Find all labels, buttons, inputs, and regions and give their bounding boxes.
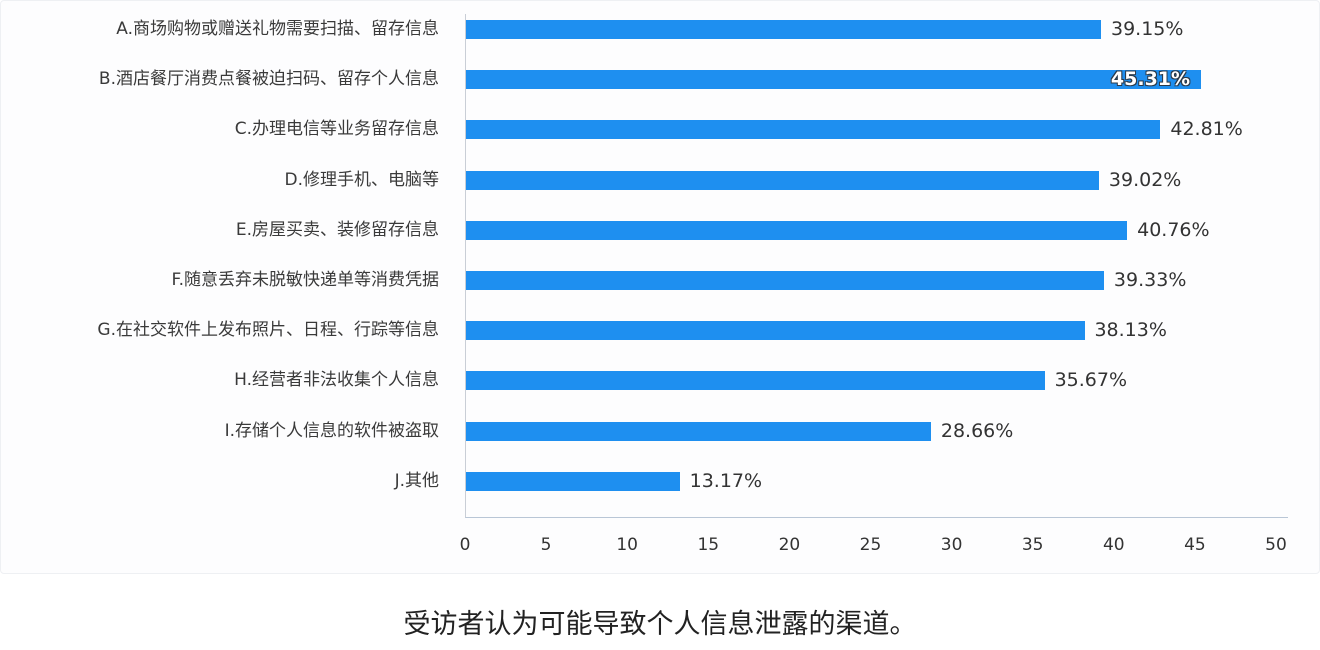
bar (466, 472, 680, 491)
category-label: J.其他 (394, 471, 439, 491)
category-label: B.酒店餐厅消费点餐被迫扫码、留存个人信息 (98, 69, 439, 89)
value-label: 39.33% (1113, 269, 1187, 291)
value-label: 39.15% (1111, 18, 1184, 40)
bar (466, 422, 931, 441)
x-tick-label: 0 (459, 535, 471, 555)
x-tick-label: 25 (859, 535, 882, 555)
value-label: 35.67% (1054, 369, 1128, 391)
category-label: G.在社交软件上发布照片、日程、行踪等信息 (97, 320, 439, 340)
value-label: 45.31% (1110, 68, 1191, 90)
category-label: F.随意丢弃未脱敏快递单等消费凭据 (171, 270, 439, 290)
x-tick-label: 50 (1265, 535, 1287, 555)
bar (466, 221, 1128, 240)
x-tick-label: 5 (540, 535, 552, 555)
x-tick-label: 35 (1021, 535, 1044, 555)
chart-caption: 受访者认为可能导致个人信息泄露的渠道。 (403, 609, 917, 640)
plot-area (465, 14, 1288, 518)
bar (466, 70, 1201, 89)
category-label: H.经营者非法收集个人信息 (234, 370, 439, 390)
bar (466, 271, 1104, 290)
category-label: D.修理手机、电脑等 (284, 170, 440, 190)
category-label: A.商场购物或赠送礼物需要扫描、留存信息 (116, 19, 439, 39)
value-label: 28.66% (940, 420, 1014, 442)
value-label: 40.76% (1137, 219, 1210, 241)
x-tick-label: 10 (616, 535, 639, 555)
bar (466, 321, 1085, 340)
value-label: 38.13% (1094, 319, 1167, 341)
x-tick-label: 20 (778, 535, 801, 555)
x-tick-label: 45 (1184, 535, 1206, 555)
category-label: E.房屋买卖、装修留存信息 (235, 220, 439, 240)
category-label: C.办理电信等业务留存信息 (234, 119, 439, 139)
value-label: 13.17% (689, 470, 763, 492)
bar (466, 371, 1045, 390)
bar (466, 171, 1099, 190)
x-tick-label: 30 (940, 535, 963, 555)
bar (466, 120, 1161, 139)
value-label: 42.81% (1170, 118, 1243, 140)
value-label: 39.02% (1108, 169, 1182, 191)
bar (466, 20, 1101, 39)
x-tick-label: 40 (1102, 535, 1125, 555)
category-label: I.存储个人信息的软件被盗取 (224, 421, 439, 441)
x-tick-label: 15 (697, 535, 720, 555)
